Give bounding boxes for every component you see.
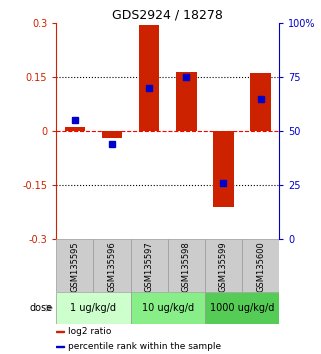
Bar: [93, 239, 131, 292]
Bar: [205, 239, 242, 292]
Text: GSM135596: GSM135596: [108, 241, 117, 292]
Bar: [213, 131, 234, 207]
Bar: [131, 239, 168, 292]
Text: GSM135597: GSM135597: [145, 241, 154, 292]
Bar: [56, 346, 64, 347]
Bar: [102, 131, 122, 138]
Text: GSM135600: GSM135600: [256, 241, 265, 292]
Bar: [242, 239, 279, 292]
Bar: [250, 73, 271, 131]
Bar: [176, 72, 196, 131]
Title: GDS2924 / 18278: GDS2924 / 18278: [112, 9, 223, 22]
Bar: [56, 239, 93, 292]
Bar: [205, 292, 279, 324]
Bar: [131, 292, 205, 324]
Text: GSM135598: GSM135598: [182, 241, 191, 292]
Bar: [139, 25, 159, 131]
Text: GSM135595: GSM135595: [70, 241, 79, 292]
Bar: [56, 331, 64, 332]
Text: percentile rank within the sample: percentile rank within the sample: [68, 342, 221, 351]
Text: 1000 ug/kg/d: 1000 ug/kg/d: [210, 303, 274, 313]
Text: GSM135599: GSM135599: [219, 241, 228, 292]
Bar: [65, 127, 85, 131]
Text: log2 ratio: log2 ratio: [68, 327, 111, 336]
Text: 10 ug/kg/d: 10 ug/kg/d: [142, 303, 194, 313]
Text: dose: dose: [30, 303, 53, 313]
Bar: [56, 292, 131, 324]
Text: 1 ug/kg/d: 1 ug/kg/d: [70, 303, 116, 313]
Bar: [168, 239, 205, 292]
